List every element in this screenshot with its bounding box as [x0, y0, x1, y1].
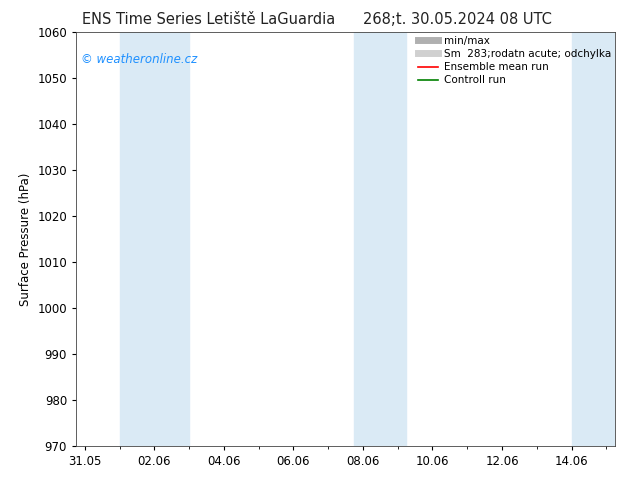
- Y-axis label: Surface Pressure (hPa): Surface Pressure (hPa): [19, 172, 32, 306]
- Legend: min/max, Sm  283;rodatn acute; odchylka, Ensemble mean run, Controll run: min/max, Sm 283;rodatn acute; odchylka, …: [415, 34, 613, 88]
- Bar: [571, 32, 615, 446]
- Bar: [354, 32, 406, 446]
- Bar: [120, 32, 189, 446]
- Text: ENS Time Series Letiště LaGuardia: ENS Time Series Letiště LaGuardia: [82, 12, 335, 27]
- Text: 268;t. 30.05.2024 08 UTC: 268;t. 30.05.2024 08 UTC: [363, 12, 552, 27]
- Text: © weatheronline.cz: © weatheronline.cz: [81, 52, 198, 66]
